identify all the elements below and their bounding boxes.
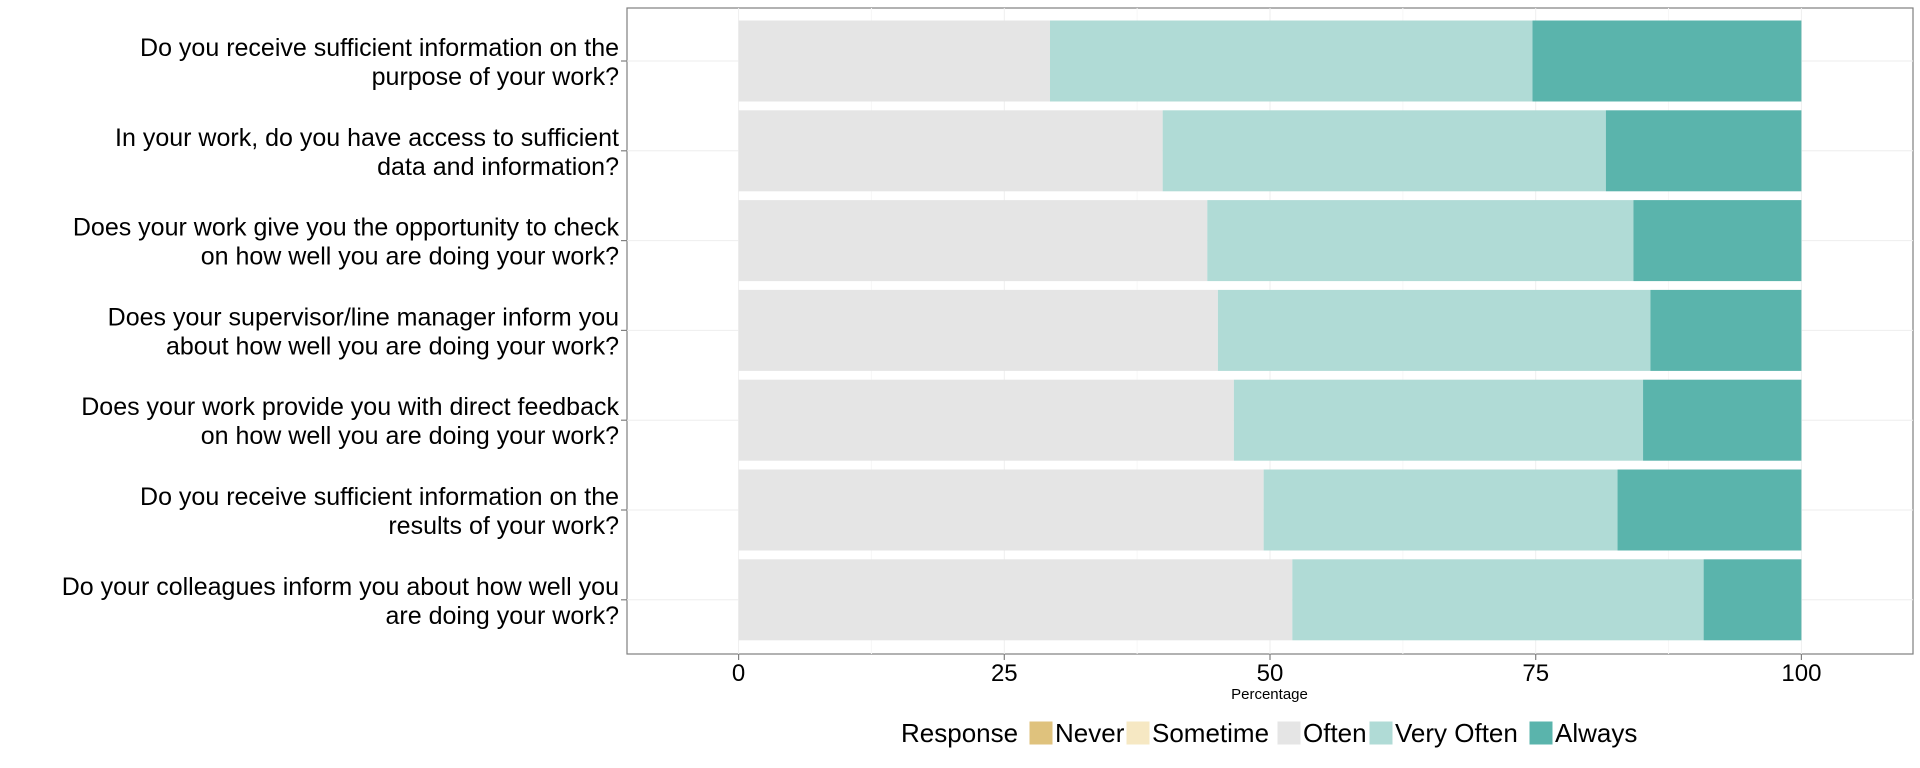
x-tick-label: 100	[1781, 660, 1821, 687]
bar-segment-very-often	[1049, 20, 1533, 102]
bar-segment-very-often	[1263, 469, 1618, 551]
bar-segment-always	[1532, 20, 1802, 102]
x-axis: 0 25 50 75 100	[732, 654, 1821, 687]
bar-segment-often	[738, 559, 1293, 641]
bar-segment-often	[738, 289, 1218, 371]
legend-label: Always	[1555, 718, 1637, 748]
category-label: Does your work provide you with direct f…	[81, 393, 619, 450]
bar-segment-often	[738, 110, 1163, 192]
legend-swatch-always	[1528, 720, 1554, 746]
legend-swatch-often	[1276, 720, 1302, 746]
bar-segment-often	[738, 20, 1050, 102]
bar-segment-often	[738, 379, 1234, 461]
category-labels: Do you receive sufficient information on…	[62, 34, 627, 630]
legend-title: Response	[901, 718, 1018, 748]
category-label: Do your colleagues inform you about how …	[62, 573, 619, 630]
bars	[738, 20, 1802, 641]
x-tick-label: 25	[991, 660, 1018, 687]
legend-label: Sometime	[1152, 718, 1269, 748]
bar-segment-very-often	[1217, 289, 1651, 371]
legend-label: Never	[1055, 718, 1125, 748]
category-label: Does your work give you the opportunity …	[73, 214, 620, 271]
bar-segment-very-often	[1233, 379, 1644, 461]
legend-label: Very Often	[1395, 718, 1518, 748]
x-axis-title: Percentage	[1231, 686, 1308, 703]
x-tick-label: 50	[1257, 660, 1284, 687]
bar-segment-very-often	[1207, 200, 1634, 282]
bar-segment-very-often	[1162, 110, 1606, 192]
bar-segment-always	[1650, 289, 1802, 371]
x-tick-label: 75	[1522, 660, 1549, 687]
legend: Response Never Sometime Often Very Often Alwa…	[901, 718, 1637, 748]
bar-segment-always	[1703, 559, 1802, 641]
category-label: Do you receive sufficient information on…	[140, 34, 619, 91]
category-label: In your work, do you have access to suff…	[115, 124, 619, 181]
bar-segment-always	[1617, 469, 1802, 551]
bar-segment-often	[738, 200, 1208, 282]
category-label: Does your supervisor/line manager inform…	[108, 303, 619, 360]
bar-segment-often	[738, 469, 1264, 551]
legend-swatch-never	[1028, 720, 1054, 746]
legend-swatch-very-often	[1368, 720, 1394, 746]
bar-segment-very-often	[1292, 559, 1704, 641]
x-tick-label: 0	[732, 660, 745, 687]
bar-segment-always	[1605, 110, 1802, 192]
bar-segment-always	[1643, 379, 1802, 461]
bar-segment-always	[1633, 200, 1802, 282]
legend-label: Often	[1303, 718, 1367, 748]
legend-swatch-sometime	[1125, 720, 1151, 746]
category-label: Do you receive sufficient information on…	[140, 483, 619, 540]
